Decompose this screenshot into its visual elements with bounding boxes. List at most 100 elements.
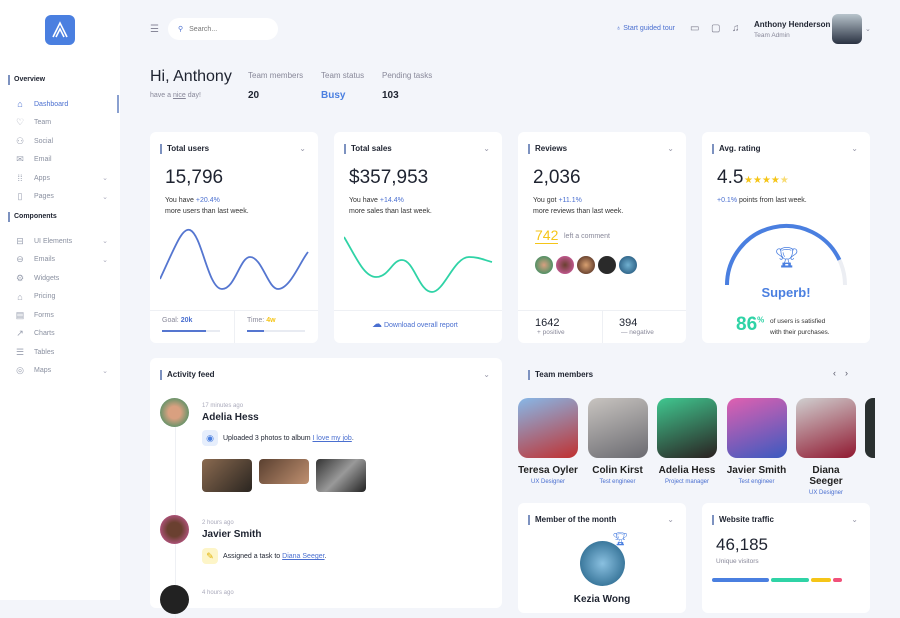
star-icon: ★ [744, 175, 753, 186]
chevron-down-icon[interactable]: ⌄ [483, 144, 490, 153]
photo-thumbnail[interactable] [316, 459, 366, 492]
avatar[interactable] [619, 256, 637, 274]
chevron-down-icon[interactable]: ⌄ [299, 144, 306, 153]
sidebar-item-social[interactable]: ⚇ Social [15, 135, 54, 146]
user-name: Anthony Henderson [754, 20, 831, 29]
chevron-down-icon: ⌄ [102, 256, 108, 264]
team-member-card[interactable]: Javier Smith Test engineer [726, 398, 787, 485]
chevron-down-icon[interactable]: ⌄ [667, 515, 674, 524]
chevron-left-icon[interactable]: ‹ [833, 368, 836, 378]
tag-icon: ⌂ [17, 291, 23, 302]
photo-thumbnail[interactable] [259, 459, 309, 484]
sidebar-item-maps[interactable]: ◎ Maps ⌄ [14, 364, 108, 378]
heart-icon: ♡ [15, 117, 25, 127]
chevron-down-icon: ⌄ [102, 367, 108, 375]
chevron-right-icon[interactable]: › [845, 368, 848, 378]
calendar-icon[interactable]: ▭ [690, 23, 700, 34]
team-member-card[interactable]: Adelia Hess Project manager [657, 398, 717, 485]
avatar[interactable] [556, 256, 574, 274]
mail-icon: ✉ [16, 154, 24, 164]
traffic-segment [811, 578, 832, 582]
goal-progress [162, 330, 220, 332]
traffic-segment [712, 578, 769, 582]
trophy-icon: 🏆︎ [774, 247, 800, 269]
sidebar-item-pricing[interactable]: ⌂ Pricing [14, 290, 108, 304]
avatar[interactable] [580, 541, 625, 586]
team-members-title: Team members [528, 370, 593, 380]
website-traffic-card: Website traffic ⌄ 46,185 Unique visitors [702, 503, 870, 613]
chevron-down-icon[interactable]: ⌄ [483, 370, 490, 379]
search-icon: ⚲ [178, 26, 184, 33]
camera-icon: ◉ [202, 430, 218, 446]
star-icon: ★ [761, 175, 771, 186]
logo[interactable] [45, 15, 75, 45]
team-member-photo [796, 398, 856, 458]
team-member-card[interactable]: Colin Kirst Test engineer [587, 398, 648, 485]
chat-icon[interactable]: ▢ [711, 23, 721, 34]
avg-rating-card: Avg. rating ⌄ 4.5 ★★★★★ +0.1% points from… [702, 132, 870, 343]
sidebar-item-forms[interactable]: ▤ Forms [15, 309, 54, 320]
team-member-photo[interactable] [865, 398, 875, 458]
sidebar-item-apps[interactable]: ⁞⁞ Apps ⌄ [14, 171, 108, 185]
user-link[interactable]: Diana Seeger [282, 553, 325, 560]
stat-value: 20 [248, 90, 260, 101]
traffic-bar [712, 578, 860, 582]
avatar[interactable] [832, 14, 862, 44]
team-member-photo [657, 398, 717, 458]
sidebar-item-pages[interactable]: ▯ Pages ⌄ [14, 190, 108, 204]
sidebar-item-widgets[interactable]: ⚙ Widgets [15, 272, 60, 283]
activity-feed-card: Activity feed ⌄ 17 minutes ago Adelia Hes… [150, 358, 502, 618]
sidebar-section-title: Overview [8, 75, 45, 85]
traffic-segment [833, 578, 842, 582]
avatar[interactable] [160, 515, 189, 544]
sidebar-item-dashboard[interactable]: ⌂ Dashboard [14, 97, 108, 111]
traffic-segment [770, 578, 810, 582]
star-half-icon: ★ [779, 175, 789, 186]
sidebar-item-team[interactable]: ♡ Team [15, 117, 52, 127]
briefcase-icon: ⊟ [16, 235, 24, 246]
album-link[interactable]: I love my job [312, 435, 352, 442]
download-report-link[interactable]: ☁ Download overall report [372, 319, 458, 330]
sales-sparkline [344, 236, 493, 293]
team-member-photo [518, 398, 578, 458]
bell-icon[interactable]: ♫ [732, 23, 740, 34]
file-icon: ▯ [17, 191, 23, 201]
sidebar-item-ui-elements[interactable]: ⊟ UI Elements ⌄ [14, 234, 108, 248]
chevron-down-icon[interactable]: ⌄ [667, 144, 674, 153]
sidebar-item-charts[interactable]: ↗ Charts [14, 327, 108, 341]
stat-label: Team members [248, 71, 304, 80]
guided-tour-button[interactable]: ♁ Start guided tour [616, 25, 675, 32]
avatar[interactable] [535, 256, 553, 274]
sidebar-item-tables[interactable]: ☰ Tables [15, 346, 55, 357]
team-member-card[interactable]: Teresa Oyler UX Designer [518, 398, 578, 485]
total-users-card: Total users ⌄ 15,796 You have +20.4% more … [150, 132, 318, 343]
menu-icon[interactable]: ☰ [150, 24, 159, 35]
cloud-download-icon: ☁ [372, 319, 382, 330]
list-icon: ☰ [15, 346, 25, 357]
chevron-down-icon: ⌄ [102, 193, 108, 201]
stat-label: Team status [321, 71, 365, 80]
photo-thumbnail[interactable] [202, 459, 252, 492]
star-rating: ★★★★★ [744, 175, 789, 186]
grid-icon: ⁞⁞ [17, 173, 23, 183]
sidebar: Overview ⌂ Dashboard ♡ Team ⚇ Social ✉ Email ⁞⁞ Ap… [0, 0, 120, 600]
chevron-down-icon[interactable]: ⌄ [865, 26, 871, 33]
avatar[interactable] [598, 256, 616, 274]
user-role: Team Admin [754, 32, 790, 39]
sidebar-section-title: Components [8, 212, 57, 222]
reviews-card: Reviews ⌄ 2,036 You got +11.1% more review… [518, 132, 686, 343]
form-icon: ▤ [15, 309, 25, 320]
chevron-down-icon[interactable]: ⌄ [851, 515, 858, 524]
sidebar-item-email[interactable]: ✉ Email [14, 153, 108, 167]
avatar[interactable] [160, 398, 189, 427]
team-member-card[interactable]: Diana Seeger UX Designer [796, 398, 856, 496]
users-icon: ⚇ [15, 135, 25, 146]
stat-value: 103 [382, 90, 399, 101]
sidebar-item-emails[interactable]: ⊖ Emails ⌄ [14, 253, 108, 267]
pin-icon: ◎ [16, 365, 24, 375]
pencil-icon: ✎ [202, 548, 218, 564]
search-input[interactable]: ⚲ Search... [168, 18, 278, 40]
chevron-down-icon[interactable]: ⌄ [851, 144, 858, 153]
avatar[interactable] [577, 256, 595, 274]
satisfaction-gauge [725, 224, 847, 286]
